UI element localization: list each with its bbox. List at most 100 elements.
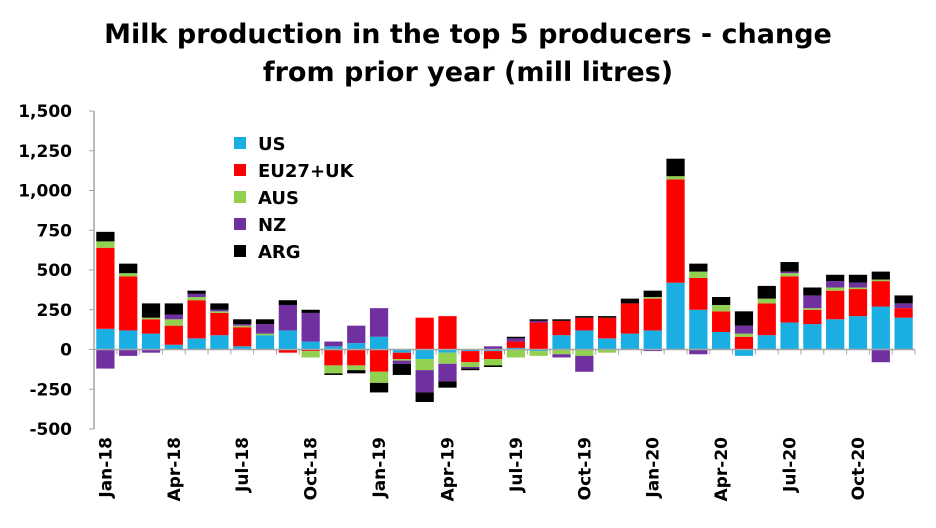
bar-segment-aus-29 <box>757 298 776 304</box>
bar-segment-arg-26 <box>689 263 708 272</box>
legend-box <box>226 125 386 267</box>
bar-segment-us-22 <box>598 338 617 350</box>
bar-segment-aus-10 <box>324 365 343 374</box>
bar-segment-eu27uk-18 <box>506 341 526 348</box>
legend-label-aus: AUS <box>258 188 299 209</box>
x-tick-label: Jan-18 <box>96 437 116 499</box>
bar-segment-nz-4 <box>187 293 206 298</box>
bar-segment-aus-34 <box>871 279 890 282</box>
bar-segment-eu27uk-4 <box>187 300 206 339</box>
bar-segment-nz-2 <box>141 349 161 353</box>
bar-segment-arg-6 <box>233 319 252 325</box>
bar-segment-arg-24 <box>643 290 662 298</box>
bar-segment-eu27uk-16 <box>461 351 480 363</box>
bar-segment-nz-15 <box>438 363 457 382</box>
bar-segment-nz-3 <box>164 314 183 320</box>
bar-segment-eu27uk-14 <box>415 317 434 350</box>
bar-segment-aus-6 <box>233 325 252 328</box>
legend-swatch-arg <box>234 245 246 257</box>
bar-segment-nz-8 <box>278 304 297 331</box>
y-tick-label: 1,000 <box>18 182 72 202</box>
bar-segment-arg-21 <box>575 316 594 318</box>
legend-label-eu27uk: EU27+UK <box>258 161 355 182</box>
bar-segment-us-15 <box>438 349 457 353</box>
bar-segment-arg-8 <box>278 300 297 305</box>
bar-segment-eu27uk-35 <box>894 308 913 318</box>
bar-segment-nz-26 <box>689 349 708 355</box>
bar-segment-nz-31 <box>803 295 822 309</box>
bar-segment-aus-30 <box>780 273 799 277</box>
bar-segment-arg-0 <box>96 231 115 242</box>
legend-label-us: US <box>258 134 286 155</box>
bar-segment-arg-22 <box>598 316 617 318</box>
bar-segment-eu27uk-28 <box>734 336 754 350</box>
bar-segment-aus-13 <box>392 359 411 361</box>
bar-segment-nz-13 <box>392 360 411 364</box>
bar-segment-arg-12 <box>369 382 389 393</box>
bar-segment-nz-11 <box>347 325 366 344</box>
bar-segment-nz-7 <box>255 324 275 334</box>
bar-segment-us-0 <box>96 328 115 350</box>
chart-title: Milk production in the top 5 producers -… <box>0 16 936 92</box>
bar-segment-eu27uk-23 <box>620 303 640 334</box>
bar-segment-nz-20 <box>552 354 571 358</box>
chart-title-line-1: Milk production in the top 5 producers -… <box>104 19 832 50</box>
bar-segment-aus-11 <box>347 365 366 371</box>
bar-segment-us-1 <box>119 330 138 350</box>
bars-layer <box>96 158 913 402</box>
bar-segment-aus-3 <box>164 319 183 326</box>
legend-swatch-aus <box>234 191 246 203</box>
bar-segment-us-16 <box>461 349 480 352</box>
bar-segment-us-32 <box>826 319 845 350</box>
bar-segment-eu27uk-3 <box>164 325 183 345</box>
bar-segment-eu27uk-12 <box>369 349 389 372</box>
x-tick-label: Jul-19 <box>507 437 527 493</box>
bar-segment-us-24 <box>643 330 662 350</box>
bar-segment-us-4 <box>187 338 206 350</box>
legend: US EU27+UK AUS NZ ARG <box>226 125 386 267</box>
bar-segment-nz-0 <box>96 349 115 369</box>
bar-segment-aus-22 <box>598 349 617 353</box>
bar-segment-us-18 <box>506 347 526 350</box>
x-tick-label: Apr-20 <box>712 437 732 502</box>
bar-segment-us-14 <box>415 349 434 360</box>
bar-segment-nz-28 <box>734 325 754 334</box>
bar-segment-arg-1 <box>119 263 138 274</box>
bar-segment-eu27uk-33 <box>848 289 868 317</box>
bar-segment-aus-20 <box>552 349 571 355</box>
bar-segment-us-27 <box>712 332 731 350</box>
y-tick-label: 250 <box>37 301 73 321</box>
bar-segment-nz-19 <box>529 320 548 323</box>
bar-segment-eu27uk-17 <box>483 351 503 360</box>
bar-segment-arg-29 <box>757 285 776 299</box>
bar-segment-eu27uk-24 <box>643 298 662 331</box>
bar-segment-eu27uk-31 <box>803 309 822 325</box>
bar-segment-arg-16 <box>461 368 480 371</box>
bar-segment-nz-6 <box>233 324 252 326</box>
bar-segment-us-11 <box>347 343 366 350</box>
bar-segment-arg-3 <box>164 303 183 315</box>
bar-segment-aus-7 <box>255 333 275 336</box>
bar-segment-arg-18 <box>506 336 526 339</box>
y-tick-label: 0 <box>60 341 72 361</box>
y-tick-label: 1,500 <box>18 102 72 122</box>
bar-segment-us-13 <box>392 349 411 353</box>
bar-segment-us-29 <box>757 335 776 350</box>
legend-swatch-eu27uk <box>234 164 246 176</box>
x-tick-label: Apr-18 <box>165 437 185 501</box>
bar-segment-aus-0 <box>96 241 115 248</box>
axes-layer: -500 -250 0 250 500 750 1,000 1,250 1,500 Jan-18 A… <box>18 102 916 502</box>
bar-segment-eu27uk-25 <box>666 179 685 283</box>
bar-segment-us-34 <box>871 306 890 350</box>
bar-segment-eu27uk-9 <box>301 349 320 352</box>
x-tick-label: Oct-20 <box>849 437 869 501</box>
bar-segment-eu27uk-6 <box>233 327 252 347</box>
bar-segment-aus-26 <box>689 271 708 278</box>
bar-segment-nz-35 <box>894 303 913 309</box>
bar-segment-eu27uk-27 <box>712 311 731 333</box>
bar-segment-arg-11 <box>347 370 366 374</box>
bar-segment-eu27uk-20 <box>552 320 571 336</box>
bar-segment-arg-25 <box>666 158 685 177</box>
bar-segment-eu27uk-5 <box>210 312 229 336</box>
